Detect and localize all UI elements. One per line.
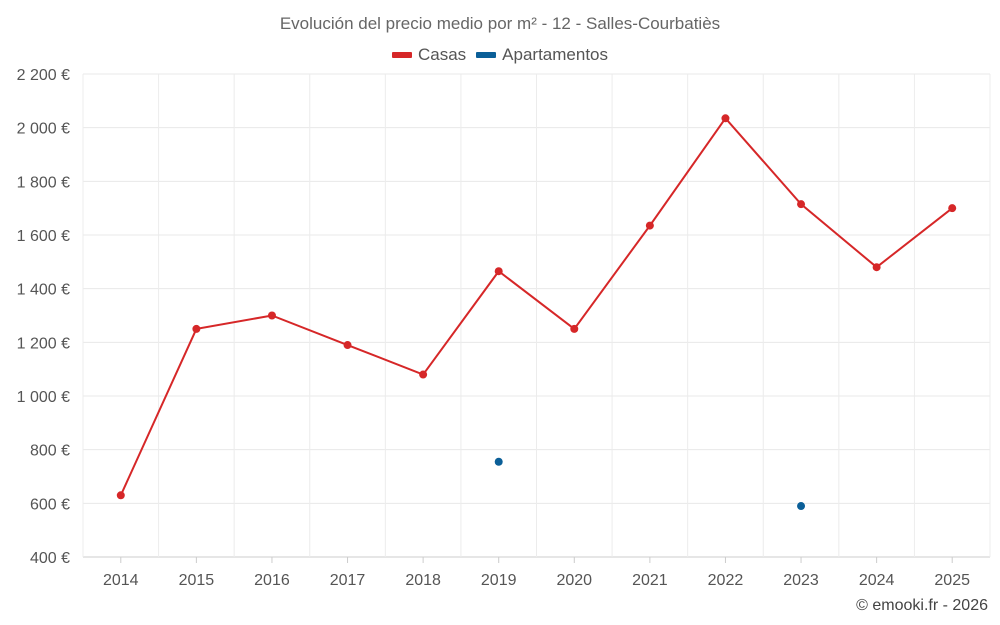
y-tick-label: 2 200 € xyxy=(17,67,70,84)
y-axis: 400 € 600 € 800 € 1 000 € 1 200 € 1 400 € 1 60… xyxy=(17,67,70,567)
legend-label-apartamentos: Apartamentos xyxy=(502,45,609,64)
legend-label-casas: Casas xyxy=(417,45,467,64)
data-point-apartamentos xyxy=(797,502,806,511)
series-layer xyxy=(116,114,957,511)
legend-swatch-apartamentos xyxy=(476,52,497,58)
x-tick-label: 2025 xyxy=(934,572,970,589)
x-tick-label: 2021 xyxy=(632,572,668,589)
x-tick-label: 2023 xyxy=(783,572,819,589)
data-point-casas xyxy=(721,114,730,123)
legend-swatch-casas xyxy=(391,52,412,58)
x-tick-label: 2014 xyxy=(103,572,139,589)
legend: Casas Apartamentos xyxy=(0,45,1000,65)
y-tick-label: 1 000 € xyxy=(17,389,70,406)
y-tick-label: 400 € xyxy=(30,550,70,567)
data-point-casas xyxy=(948,204,957,213)
y-tick-label: 1 600 € xyxy=(17,228,70,245)
x-tick-label: 2020 xyxy=(556,572,592,589)
data-point-casas xyxy=(570,324,579,333)
y-tick-label: 800 € xyxy=(30,443,70,460)
y-tick-label: 1 200 € xyxy=(17,335,70,352)
data-point-apartamentos xyxy=(494,457,503,466)
y-tick-label: 2 000 € xyxy=(17,121,70,138)
data-point-casas xyxy=(267,311,276,320)
x-tick-label: 2019 xyxy=(481,572,517,589)
x-tick-label: 2018 xyxy=(405,572,441,589)
y-tick-label: 1 800 € xyxy=(17,174,70,191)
data-point-casas xyxy=(343,341,352,350)
data-point-casas xyxy=(872,263,881,272)
x-axis: 2014 2015 2016 2017 2018 2019 2020 2021 2022 2023… xyxy=(103,557,970,589)
series-line-casas xyxy=(119,116,953,496)
y-tick-label: 1 400 € xyxy=(17,282,70,299)
copyright-footer: © emooki.fr - 2026 xyxy=(856,597,988,614)
chart-title: Evolución del precio medio por m² - 12 -… xyxy=(279,14,721,33)
data-point-casas xyxy=(116,491,125,500)
data-point-casas xyxy=(192,324,201,333)
legend-item-apartamentos[interactable]: Apartamentos xyxy=(476,45,608,65)
x-tick-label: 2016 xyxy=(254,572,290,589)
x-tick-label: 2017 xyxy=(330,572,366,589)
data-point-casas xyxy=(494,267,503,276)
x-tick-label: 2015 xyxy=(179,572,215,589)
data-point-casas xyxy=(419,370,428,379)
x-tick-label: 2024 xyxy=(859,572,895,589)
data-point-casas xyxy=(645,221,654,230)
x-tick-label: 2022 xyxy=(708,572,744,589)
grid xyxy=(82,73,991,558)
data-point-casas xyxy=(797,200,806,209)
y-tick-label: 600 € xyxy=(30,496,70,513)
legend-item-casas[interactable]: Casas xyxy=(391,45,467,65)
